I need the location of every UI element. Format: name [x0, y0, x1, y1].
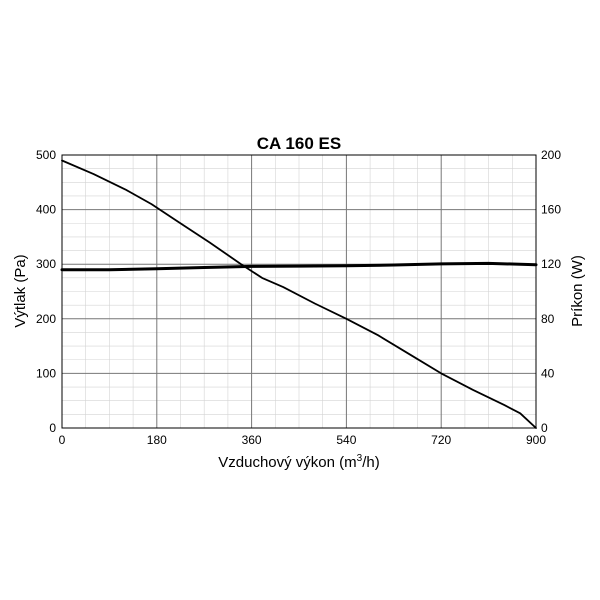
left-y-tick-label: 400	[36, 203, 56, 217]
left-y-tick-label: 200	[36, 312, 56, 326]
x-tick-label: 900	[526, 433, 546, 447]
plot-frame	[61, 154, 537, 429]
left-axis-label: Výtlak (Pa)	[12, 254, 29, 327]
chart-title: CA 160 ES	[257, 134, 341, 153]
right-y-tick-label: 80	[541, 312, 555, 326]
x-axis-label: Vzduchový výkon (m3/h)	[218, 453, 379, 471]
x-tick-label: 360	[242, 433, 262, 447]
x-axis-label-prefix: Vzduchový výkon (m	[218, 454, 356, 471]
x-tick-label: 720	[431, 433, 451, 447]
x-axis-label-superscript: 3	[357, 453, 363, 464]
left-y-tick-label: 500	[36, 148, 56, 162]
x-tick-label: 540	[336, 433, 356, 447]
x-tick-label: 180	[147, 433, 167, 447]
power-curve	[60, 261, 538, 272]
series-layer	[60, 159, 538, 429]
right-y-tick-label: 0	[541, 421, 548, 435]
left-y-tick-label: 300	[36, 257, 56, 271]
left-y-tick-label: 0	[49, 421, 56, 435]
major-gridlines	[62, 155, 536, 428]
right-y-tick-label: 120	[541, 257, 561, 271]
right-axis-label: Príkon (W)	[569, 255, 586, 327]
right-y-tick-label: 200	[541, 148, 561, 162]
left-y-tick-label: 100	[36, 366, 56, 380]
right-y-tick-label: 40	[541, 366, 555, 380]
right-y-tick-label: 160	[541, 203, 561, 217]
pressure-curve	[61, 159, 537, 429]
minor-gridlines	[62, 155, 536, 428]
tick-labels: 0 180 360 540 720 900010020030040050004080120…	[36, 148, 561, 447]
x-tick-label: 0	[59, 433, 66, 447]
x-axis-label-suffix: /h)	[362, 454, 380, 471]
